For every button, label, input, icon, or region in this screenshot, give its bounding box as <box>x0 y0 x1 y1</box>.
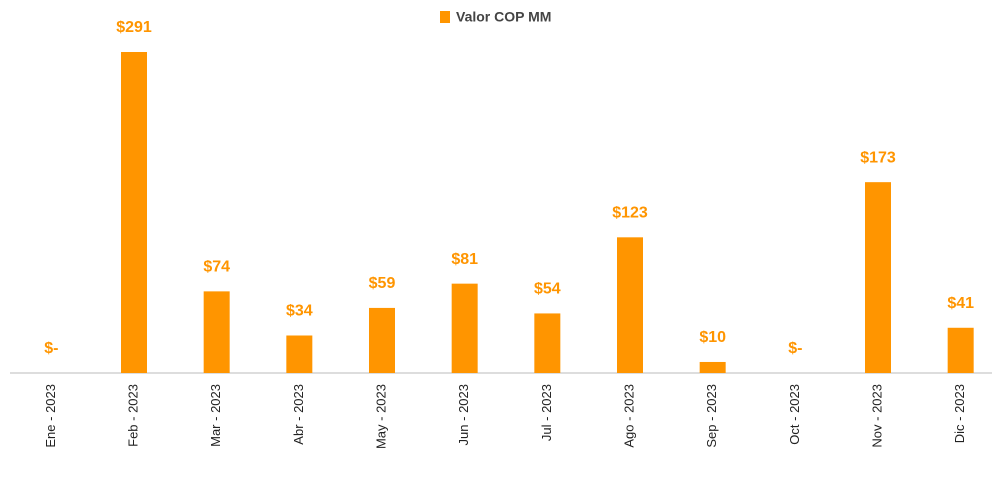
data-label: $59 <box>369 275 396 292</box>
legend-label: Valor COP MM <box>456 9 551 25</box>
bar <box>286 335 313 373</box>
x-tick-label: Feb - 2023 <box>125 384 140 447</box>
bar <box>947 327 974 373</box>
bar <box>865 182 891 373</box>
data-label: $41 <box>947 295 974 312</box>
bar <box>534 313 561 373</box>
bar <box>203 291 230 373</box>
x-tick-label: Ago - 2023 <box>621 384 636 448</box>
x-tick-label: Abr - 2023 <box>291 384 306 445</box>
data-label: $291 <box>116 19 152 36</box>
x-tick-label: Mar - 2023 <box>208 384 223 447</box>
bar <box>617 237 643 373</box>
x-tick-label: Dic - 2023 <box>952 384 967 443</box>
data-label: $123 <box>612 205 648 222</box>
bar <box>369 307 395 373</box>
bar <box>699 361 726 373</box>
data-label: $34 <box>286 303 313 320</box>
x-tick-label: Sep - 2023 <box>704 384 719 448</box>
legend-swatch <box>440 11 450 23</box>
data-label: $- <box>788 340 802 357</box>
data-label: $74 <box>203 259 230 276</box>
bar <box>451 283 478 373</box>
x-tick-label: Ene - 2023 <box>43 384 58 448</box>
x-tick-label: Jul - 2023 <box>539 384 554 441</box>
data-label: $81 <box>451 251 478 268</box>
data-label: $- <box>44 340 58 357</box>
data-label: $173 <box>860 149 896 166</box>
data-label: $54 <box>534 281 561 298</box>
bar <box>121 52 147 373</box>
x-tick-label: Nov - 2023 <box>869 384 884 448</box>
data-label: $10 <box>699 329 726 346</box>
x-tick-label: Oct - 2023 <box>787 384 802 445</box>
x-tick-label: May - 2023 <box>373 384 388 449</box>
x-tick-label: Jun - 2023 <box>456 384 471 445</box>
